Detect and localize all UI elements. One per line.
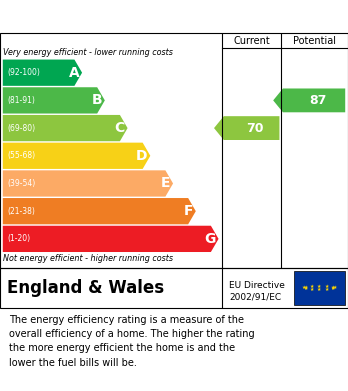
Text: B: B — [92, 93, 102, 108]
Text: Current: Current — [233, 36, 270, 46]
Text: Very energy efficient - lower running costs: Very energy efficient - lower running co… — [3, 48, 173, 57]
Text: ★: ★ — [325, 287, 329, 292]
Text: (81-91): (81-91) — [7, 96, 35, 105]
Text: ★: ★ — [309, 284, 314, 289]
Text: England & Wales: England & Wales — [7, 279, 164, 297]
Polygon shape — [3, 226, 219, 252]
Text: ★: ★ — [303, 285, 308, 289]
Polygon shape — [214, 116, 279, 140]
Text: (21-38): (21-38) — [7, 207, 35, 216]
Text: E: E — [161, 176, 170, 190]
Polygon shape — [3, 87, 105, 113]
Text: ★: ★ — [303, 286, 308, 291]
Text: 2002/91/EC: 2002/91/EC — [229, 292, 281, 301]
Text: ★: ★ — [301, 285, 306, 291]
Text: (1-20): (1-20) — [7, 234, 30, 243]
Polygon shape — [3, 170, 173, 197]
Polygon shape — [273, 88, 345, 112]
Text: ★: ★ — [333, 285, 337, 291]
Text: ★: ★ — [325, 284, 329, 289]
Text: D: D — [136, 149, 148, 163]
Text: The energy efficiency rating is a measure of the
overall efficiency of a home. T: The energy efficiency rating is a measur… — [9, 314, 254, 368]
Text: A: A — [69, 66, 79, 80]
Text: ★: ★ — [331, 285, 335, 289]
Text: (55-68): (55-68) — [7, 151, 35, 160]
Text: F: F — [183, 204, 193, 218]
Text: Energy Efficiency Rating: Energy Efficiency Rating — [9, 10, 219, 25]
Polygon shape — [3, 115, 128, 141]
Text: Not energy efficient - higher running costs: Not energy efficient - higher running co… — [3, 254, 174, 263]
Polygon shape — [3, 143, 150, 169]
Text: 87: 87 — [309, 94, 326, 107]
Text: (39-54): (39-54) — [7, 179, 35, 188]
Text: G: G — [204, 232, 216, 246]
Text: ★: ★ — [317, 287, 322, 292]
Polygon shape — [3, 198, 196, 224]
Text: 70: 70 — [246, 122, 264, 135]
Polygon shape — [3, 59, 82, 86]
Text: ★: ★ — [331, 286, 335, 291]
Text: ★: ★ — [309, 287, 314, 292]
Text: ★: ★ — [317, 283, 322, 289]
Text: (69-80): (69-80) — [7, 124, 35, 133]
Text: C: C — [114, 121, 125, 135]
Text: Potential: Potential — [293, 36, 336, 46]
Text: EU Directive: EU Directive — [229, 282, 285, 291]
Text: (92-100): (92-100) — [7, 68, 40, 77]
Bar — [294, 271, 345, 305]
